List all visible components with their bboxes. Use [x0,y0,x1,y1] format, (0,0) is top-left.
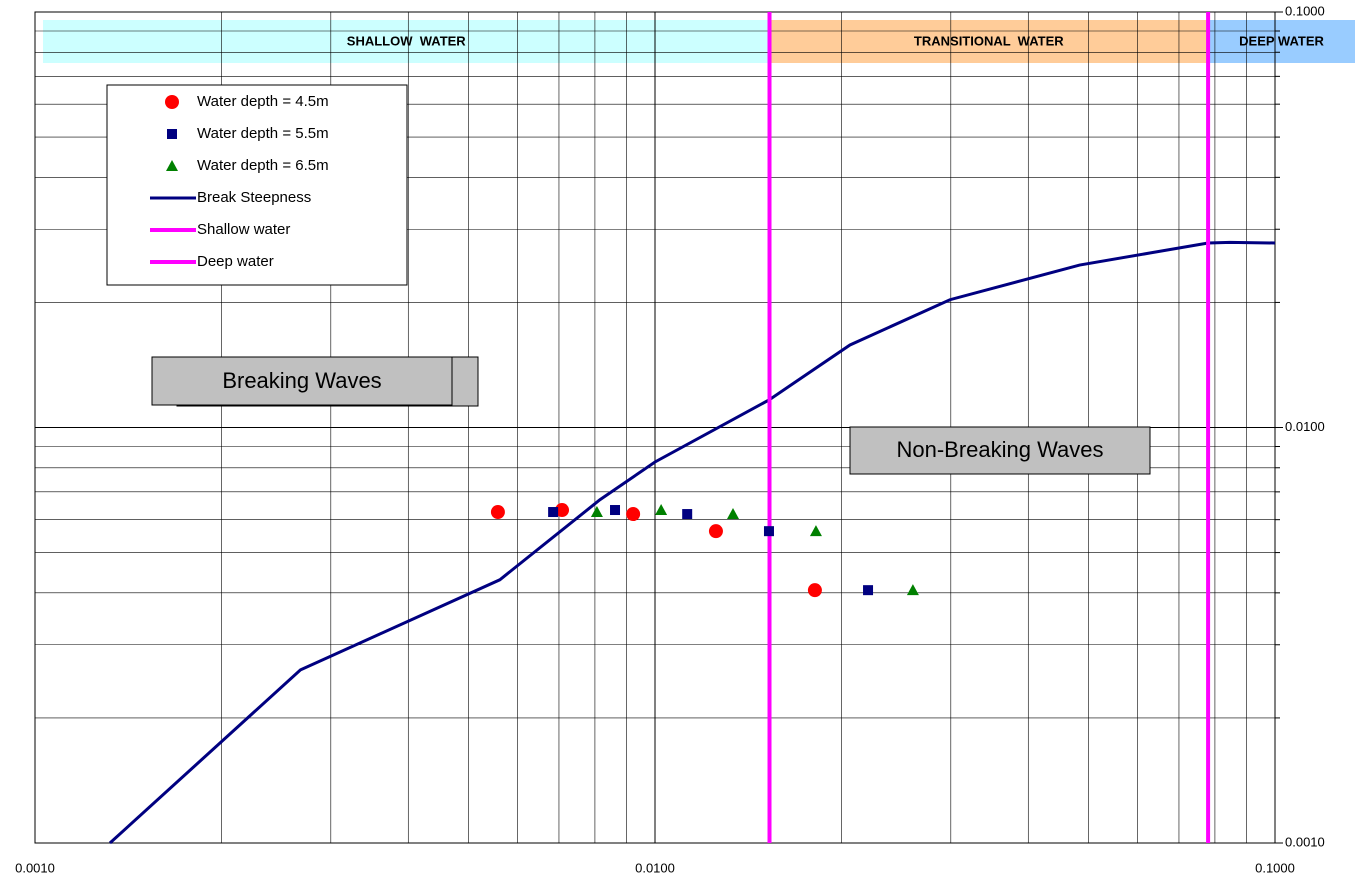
legend-label: Water depth = 5.5m [197,125,329,142]
x-tick-label: 0.0010 [15,860,55,875]
band [43,20,770,63]
band-label: SHALLOW WATER [347,33,467,48]
point [626,507,641,522]
band-label: TRANSITIONAL WATER [914,33,1064,48]
point [807,583,822,598]
band [769,20,1209,63]
point [548,507,559,518]
legend-label: Deep water [197,253,274,270]
legend-marker [165,95,179,109]
point [655,504,668,516]
legend-label: Water depth = 6.5m [197,157,329,174]
legend-label: Break Steepness [197,189,311,206]
point [682,509,693,520]
band-label: DEEP WATER [1239,33,1324,48]
y-tick-label: 0.0100 [1285,419,1325,434]
point [763,526,774,537]
point [490,505,505,520]
annotation-box [849,426,1151,475]
point [590,506,603,518]
point [555,503,570,518]
legend-marker [166,160,178,171]
legend-marker [167,129,177,139]
annotation: Breaking Waves [222,368,381,393]
point [727,508,739,520]
break-steepness-line [108,240,1276,845]
band [1208,20,1355,63]
y-tick-label: 0.1000 [1285,3,1325,18]
legend-box [106,84,408,286]
point [863,585,874,596]
y-tick-label: 0.0010 [1285,834,1325,849]
legend-label: Shallow water [197,221,290,238]
annotation: Non-Breaking Waves [896,437,1103,462]
point [906,584,919,596]
plot-frame [34,11,1276,844]
x-tick-label: 0.0100 [635,860,675,875]
legend-label: Water depth = 4.5m [197,93,329,110]
annotation-box [151,356,453,406]
point [610,505,621,516]
x-tick-label: 0.1000 [1255,860,1295,875]
point [708,524,723,539]
point [809,525,822,537]
